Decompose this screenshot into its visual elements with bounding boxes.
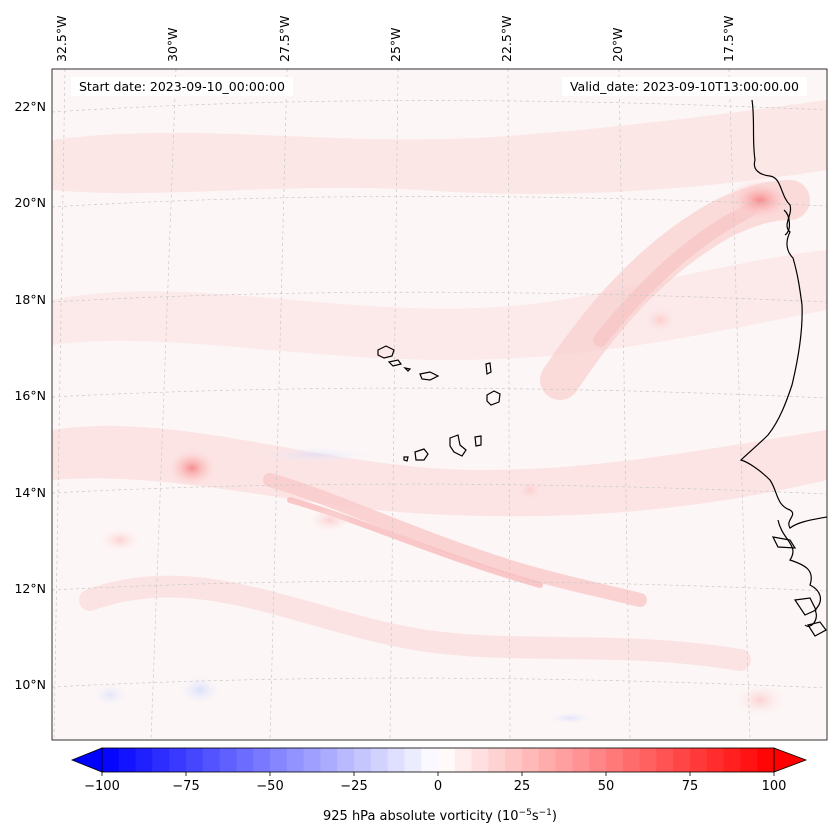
colorbar-level — [135, 748, 153, 772]
colorbar-level — [270, 748, 288, 772]
lon-label: 30°W — [165, 27, 180, 62]
colorbar-level — [656, 748, 674, 772]
lat-label: 22°N — [14, 99, 46, 114]
mainland-coast — [739, 99, 827, 529]
gridlines — [52, 69, 827, 740]
lat-label: 10°N — [14, 677, 46, 692]
colorbar-level — [454, 748, 473, 772]
colorbar-level — [522, 748, 540, 772]
valid-date-label: Valid_date: 2023-09-10T13:00:00.00 — [561, 77, 807, 96]
colorbar-level — [471, 748, 489, 772]
colorbar-tick-label: 75 — [682, 779, 699, 794]
colorbar-level — [404, 748, 422, 772]
colorbar-tick-label: −25 — [340, 779, 367, 794]
vorticity-max-west — [166, 448, 218, 488]
colorbar-level — [555, 748, 573, 772]
colorbar-level — [286, 748, 305, 772]
vorticity-field — [52, 100, 827, 724]
lon-label: 20°W — [610, 27, 625, 62]
colorbar-tick-label: 100 — [762, 779, 787, 794]
colorbar-level — [236, 748, 254, 772]
lon-label: 25°W — [388, 27, 403, 62]
colorbar-extend-max — [773, 747, 808, 773]
colorbar-extend-min — [70, 747, 103, 773]
colorbar-tick-label: −50 — [256, 779, 283, 794]
colorbar-levels — [102, 748, 775, 772]
lat-label: 16°N — [14, 388, 46, 403]
colorbar-tick-label: −75 — [172, 779, 199, 794]
colorbar-level — [421, 748, 439, 772]
start-date-label: Start date: 2023-09-10_00:00:00 — [71, 77, 293, 96]
colorbar-level — [572, 748, 590, 772]
colorbar-level — [690, 748, 708, 772]
colorbar-level — [253, 748, 271, 772]
coastline — [377, 99, 827, 637]
colorbar-level — [387, 748, 405, 772]
colorbar-level — [538, 748, 557, 772]
colorbar-tick-label: 25 — [514, 779, 531, 794]
colorbar-level — [673, 748, 691, 772]
map-panel[interactable] — [51, 68, 828, 741]
colorbar-level — [622, 748, 641, 772]
colorbar-level — [118, 748, 137, 772]
colorbar-level — [488, 748, 506, 772]
island-fogo — [414, 448, 429, 461]
colorbar-tick-label: 0 — [434, 779, 442, 794]
colorbar-level — [723, 748, 741, 772]
vorticity-max-coast — [726, 178, 794, 222]
lat-label: 14°N — [14, 485, 46, 500]
colorbar-level — [438, 748, 456, 772]
island-santiago — [449, 434, 467, 457]
lon-label: 22.5°W — [499, 16, 514, 62]
colorbar-level — [639, 748, 657, 772]
colorbar-level — [202, 748, 221, 772]
lon-label: 27.5°W — [277, 16, 292, 62]
colorbar-level — [102, 748, 120, 772]
colorbar-level — [169, 748, 187, 772]
colorbar-level — [757, 748, 775, 772]
colorbar-level — [303, 748, 321, 772]
island-boa-vista — [486, 390, 501, 406]
island-maio — [474, 435, 482, 447]
colorbar-tick-label: −100 — [84, 779, 120, 794]
longitude-labels: 32.5°W 30°W 27.5°W 25°W 22.5°W 20°W 17.5… — [54, 16, 736, 62]
colorbar-level — [320, 748, 338, 772]
colorbar-title: 925 hPa absolute vorticity (10−5s−1) — [323, 808, 557, 824]
map-frame — [51, 68, 828, 741]
colorbar-level — [337, 748, 355, 772]
colorbar-tick-label: 50 — [598, 779, 615, 794]
island-sal — [485, 362, 492, 375]
lon-label: 17.5°W — [721, 16, 736, 62]
island-santo-antao — [377, 345, 395, 359]
colorbar-level — [354, 748, 372, 772]
colorbar-level — [219, 748, 237, 772]
colorbar-level — [606, 748, 624, 772]
lat-label: 20°N — [14, 195, 46, 210]
colorbar-level — [186, 748, 204, 772]
lon-label: 32.5°W — [54, 16, 69, 62]
lat-label: 18°N — [14, 292, 46, 307]
colorbar: −100 −75 −50 −25 0 25 50 75 100 925 hPa absolute… — [70, 747, 808, 824]
lat-label: 12°N — [14, 581, 46, 596]
island-sao-vicente — [387, 359, 403, 367]
colorbar-level — [589, 748, 607, 772]
colorbar-level — [706, 748, 725, 772]
colorbar-level — [370, 748, 389, 772]
latitude-labels: 22°N 20°N 18°N 16°N 14°N 12°N 10°N — [14, 99, 46, 692]
island-sao-nicolau — [419, 371, 440, 381]
island-brava — [403, 456, 409, 462]
colorbar-level — [152, 748, 170, 772]
colorbar-ticks: −100 −75 −50 −25 0 25 50 75 100 — [84, 772, 786, 794]
colorbar-level — [505, 748, 523, 772]
colorbar-level — [740, 748, 758, 772]
